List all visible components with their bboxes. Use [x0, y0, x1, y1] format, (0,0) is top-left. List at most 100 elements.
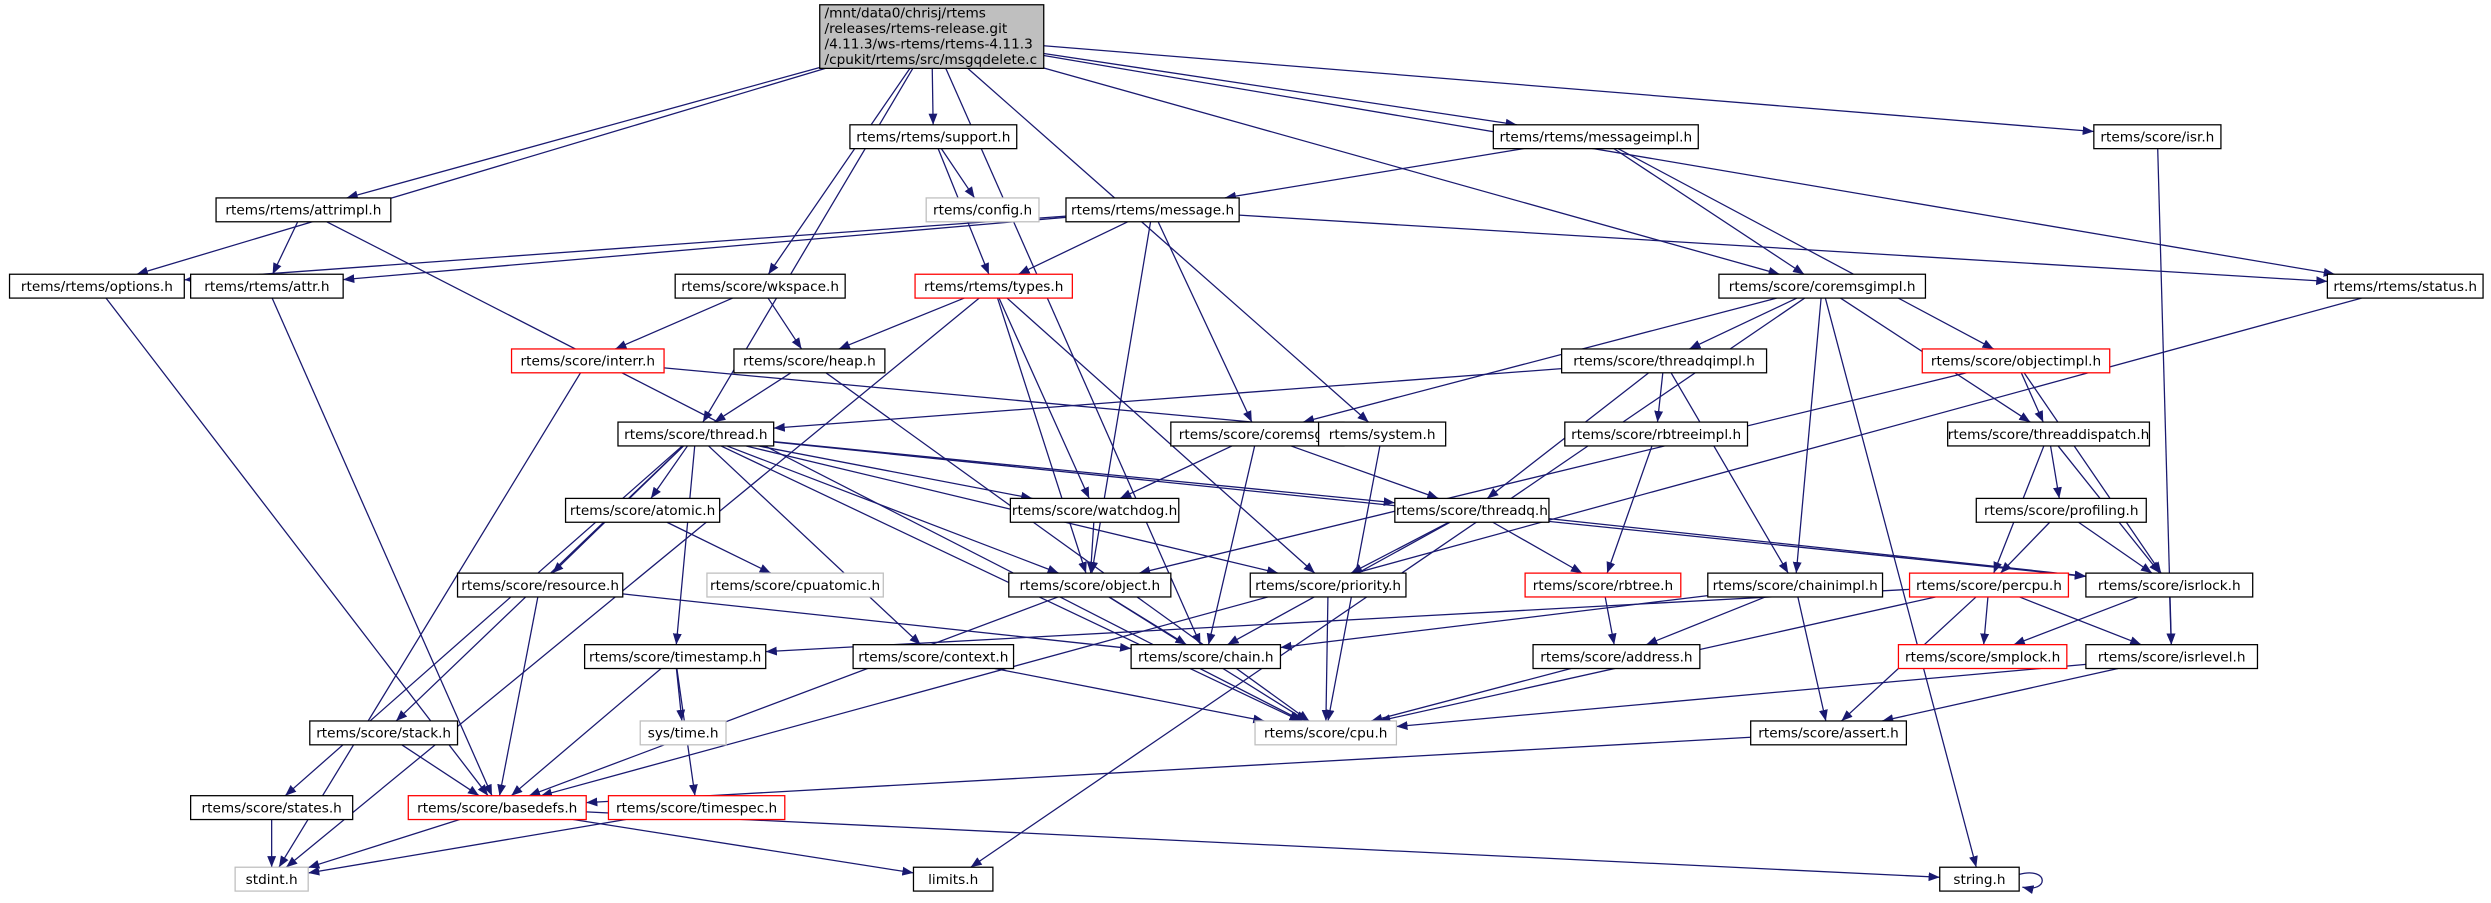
node-label[interactable]: rtems/score/address.h	[1540, 649, 1692, 665]
node-label[interactable]: rtems/score/wkspace.h	[681, 279, 839, 295]
node-box[interactable]	[8, 273, 185, 299]
node-box[interactable]	[1750, 720, 1908, 746]
node-label[interactable]: rtems/score/isrlock.h	[2098, 578, 2241, 594]
node-label[interactable]: rtems/score/objectimpl.h	[1931, 354, 2101, 370]
node-box[interactable]	[583, 644, 767, 670]
node-label[interactable]: rtems/score/chain.h	[1138, 649, 1274, 665]
node-box[interactable]	[1317, 421, 1447, 447]
node-box[interactable]	[190, 273, 344, 299]
node-box[interactable]	[1947, 421, 2151, 447]
node-label[interactable]: /releases/rtems-release.git	[825, 21, 1008, 37]
node-label[interactable]: rtems/score/interr.h	[521, 354, 656, 370]
node-box[interactable]	[925, 197, 1040, 223]
node-box[interactable]	[1008, 572, 1172, 598]
node-box[interactable]	[617, 421, 775, 447]
node-box[interactable]	[1564, 421, 1749, 447]
node-box[interactable]	[309, 720, 459, 746]
node-label[interactable]: stdint.h	[246, 872, 298, 888]
node-label[interactable]: rtems/score/coremsgimpl.h	[1729, 279, 1916, 295]
node-label[interactable]: rtems/score/resource.h	[461, 578, 619, 594]
node-box[interactable]	[852, 644, 1015, 670]
node-label[interactable]: /mnt/data0/chrisj/rtems	[825, 6, 986, 22]
node-label[interactable]: rtems/score/watchdog.h	[1012, 503, 1177, 519]
node-label[interactable]: string.h	[1953, 872, 2005, 888]
node-box[interactable]	[407, 795, 587, 821]
node-box[interactable]	[1249, 572, 1407, 598]
node-label[interactable]: rtems/score/isrlevel.h	[2098, 649, 2246, 665]
node-label[interactable]: rtems/rtems/attr.h	[204, 279, 329, 295]
node-box[interactable]	[912, 866, 994, 892]
node-box[interactable]	[1130, 644, 1282, 670]
node-box[interactable]	[1532, 644, 1701, 670]
node-label[interactable]: /4.11.3/ws-rtems/rtems-4.11.3	[825, 36, 1033, 52]
node-box[interactable]	[733, 348, 886, 374]
node-label[interactable]: rtems/score/threaddispatch.h	[1948, 427, 2150, 443]
node-box[interactable]	[1897, 644, 2068, 670]
node-label[interactable]: rtems/score/atomic.h	[570, 503, 715, 519]
node-label[interactable]: rtems/score/rbtreeimpl.h	[1571, 427, 1741, 443]
node-box[interactable]	[1921, 348, 2111, 374]
node-label[interactable]: rtems/score/priority.h	[1255, 578, 1401, 594]
node-label[interactable]: rtems/score/object.h	[1019, 578, 1160, 594]
node-box[interactable]	[1707, 572, 1884, 598]
node-box[interactable]	[510, 348, 665, 374]
node-label[interactable]: rtems/score/stack.h	[316, 726, 451, 742]
node-label[interactable]: rtems/score/states.h	[201, 800, 341, 816]
node-box[interactable]	[1254, 720, 1398, 746]
node-box[interactable]	[1561, 348, 1768, 374]
node-box[interactable]	[2093, 124, 2222, 150]
node-label[interactable]: rtems/score/smplock.h	[1905, 649, 2060, 665]
node-box[interactable]	[914, 273, 1073, 299]
node-label[interactable]: rtems/system.h	[1329, 427, 1436, 443]
node-label[interactable]: rtems/score/threadq.h	[1396, 503, 1548, 519]
node-label[interactable]: rtems/score/isr.h	[2100, 130, 2214, 146]
node-label[interactable]: rtems/rtems/support.h	[856, 130, 1010, 146]
node-label[interactable]: /cpukit/rtems/src/msgqdelete.c	[825, 52, 1038, 68]
node-label[interactable]: rtems/rtems/messageimpl.h	[1499, 130, 1692, 146]
node-label[interactable]: rtems/score/rbtree.h	[1533, 578, 1673, 594]
node-label[interactable]: rtems/score/heap.h	[743, 354, 876, 370]
node-label[interactable]: rtems/score/thread.h	[624, 427, 767, 443]
node-label[interactable]: rtems/config.h	[933, 203, 1032, 219]
node-label[interactable]: rtems/rtems/attrimpl.h	[225, 203, 381, 219]
node-label[interactable]: rtems/score/threadqimpl.h	[1573, 354, 1755, 370]
node-box[interactable]	[1492, 124, 1699, 150]
node-box[interactable]	[1065, 197, 1240, 223]
node-box[interactable]	[674, 273, 846, 299]
node-label[interactable]: rtems/rtems/options.h	[21, 279, 173, 295]
node-box[interactable]	[2326, 273, 2484, 299]
node-label[interactable]: rtems/score/coremsg.h	[1179, 427, 1336, 443]
node-label[interactable]: rtems/score/percpu.h	[1916, 578, 2062, 594]
node-label[interactable]: rtems/score/chainimpl.h	[1713, 578, 1878, 594]
node-box[interactable]	[607, 795, 786, 821]
node-label[interactable]: rtems/score/cpuatomic.h	[710, 578, 880, 594]
node-box[interactable]	[819, 4, 1045, 69]
node-label[interactable]: rtems/rtems/status.h	[2333, 279, 2477, 295]
node-label[interactable]: rtems/rtems/message.h	[1071, 203, 1234, 219]
node-box[interactable]	[234, 866, 309, 892]
node-label[interactable]: rtems/score/basedefs.h	[417, 800, 577, 816]
node-box[interactable]	[1908, 572, 2070, 598]
node-box[interactable]	[706, 572, 884, 598]
node-box[interactable]	[456, 572, 624, 598]
node-box[interactable]	[1939, 866, 2020, 892]
node-box[interactable]	[1718, 273, 1927, 299]
node-box[interactable]	[1975, 497, 2147, 523]
node-label[interactable]: limits.h	[928, 872, 978, 888]
node-box[interactable]	[1009, 497, 1180, 523]
node-box[interactable]	[2085, 572, 2254, 598]
node-box[interactable]	[1524, 572, 1682, 598]
node-label[interactable]: rtems/score/cpu.h	[1264, 726, 1387, 742]
node-box[interactable]	[2085, 644, 2259, 670]
node-label[interactable]: rtems/score/assert.h	[1758, 726, 1899, 742]
node-box[interactable]	[639, 720, 727, 746]
node-box[interactable]	[215, 197, 392, 223]
node-label[interactable]: rtems/rtems/types.h	[924, 279, 1063, 295]
node-label[interactable]: rtems/score/timestamp.h	[589, 649, 761, 665]
node-box[interactable]	[1394, 497, 1550, 523]
node-box[interactable]	[849, 124, 1018, 150]
node-box[interactable]	[190, 795, 354, 821]
node-label[interactable]: rtems/score/context.h	[858, 649, 1008, 665]
node-box[interactable]	[564, 497, 721, 523]
node-label[interactable]: sys/time.h	[648, 726, 719, 742]
